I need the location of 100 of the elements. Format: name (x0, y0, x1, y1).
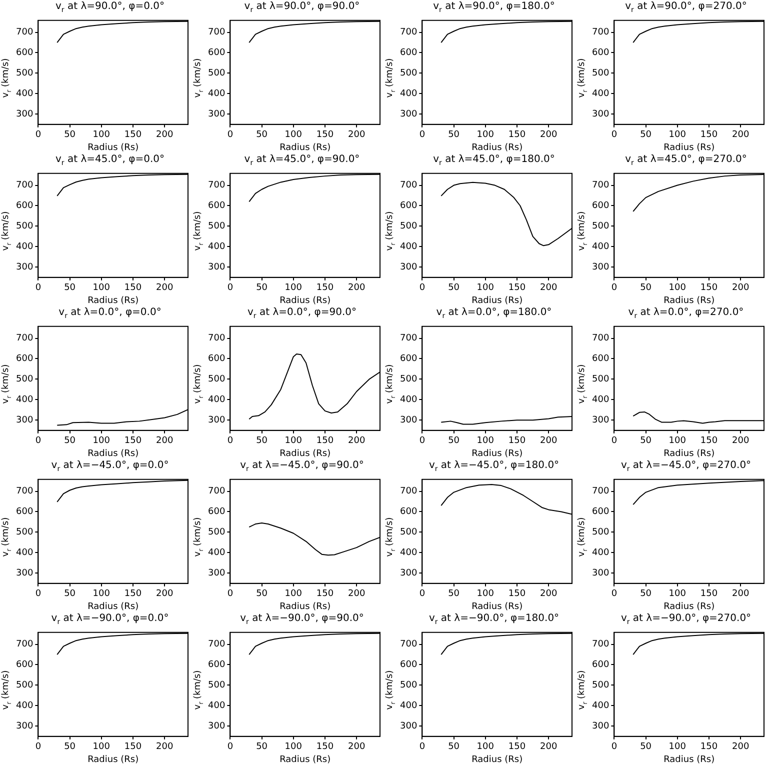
x-axis-title: Radius (Rs) (88, 142, 139, 153)
x-tick-label: 50 (640, 436, 652, 446)
x-axis-title: Radius (Rs) (88, 448, 139, 459)
x-axis-title: Radius (Rs) (88, 602, 139, 612)
chart-title: v$_{r}$ at λ=0.0°, φ=180.0° (435, 307, 553, 322)
y-tick-label: 500 (16, 374, 34, 385)
chart-title: v$_{r}$ at λ=−90.0°, φ=270.0° (620, 613, 752, 628)
x-tick-label: 150 (316, 130, 334, 140)
x-tick-label: 150 (124, 283, 142, 294)
x-axis-title: Radius (Rs) (664, 296, 715, 306)
y-tick-label: 700 (16, 334, 34, 344)
y-tick-label: 600 (16, 660, 34, 670)
x-tick-label: 100 (92, 283, 110, 294)
y-tick-label: 400 (16, 242, 34, 252)
x-tick-label: 100 (668, 130, 686, 140)
x-axis-title: Radius (Rs) (472, 448, 523, 459)
chart-title: v$_{r}$ at λ=45.0°, φ=270.0° (624, 154, 748, 169)
chart-title: v$_{r}$ at λ=45.0°, φ=180.0° (432, 154, 556, 169)
y-tick-label: 500 (16, 528, 34, 538)
x-axis-title: Radius (Rs) (472, 142, 523, 153)
x-tick-label: 150 (508, 130, 526, 140)
x-tick-label: 150 (124, 589, 142, 600)
x-tick-label: 50 (640, 283, 652, 294)
y-tick-label: 700 (592, 28, 610, 38)
y-tick-label: 500 (400, 374, 418, 385)
y-tick-label: 400 (16, 701, 34, 712)
chart-title: v$_{r}$ at λ=−90.0°, φ=90.0° (239, 613, 365, 628)
x-tick-label: 150 (124, 436, 142, 446)
y-tick-label: 500 (592, 528, 610, 538)
y-tick-label: 600 (208, 507, 226, 518)
y-tick-label: 300 (592, 722, 610, 732)
x-tick-label: 150 (508, 742, 526, 752)
x-tick-label: 0 (227, 742, 234, 752)
y-tick-label: 400 (592, 701, 610, 712)
y-tick-label: 400 (592, 89, 610, 100)
x-tick-label: 200 (348, 589, 366, 600)
x-axis-title: Radius (Rs) (472, 296, 523, 306)
y-tick-label: 300 (208, 262, 226, 273)
y-tick-label: 600 (400, 354, 418, 364)
y-tick-label: 500 (592, 374, 610, 385)
x-tick-label: 50 (448, 436, 460, 446)
x-axis-title: Radius (Rs) (280, 142, 331, 153)
y-tick-label: 700 (16, 486, 34, 497)
x-tick-label: 0 (35, 742, 42, 752)
x-tick-label: 150 (700, 742, 718, 752)
x-tick-label: 100 (668, 589, 686, 600)
x-tick-label: 100 (284, 436, 302, 446)
y-tick-label: 700 (400, 486, 418, 497)
x-tick-label: 200 (348, 436, 366, 446)
y-tick-label: 300 (592, 568, 610, 579)
x-tick-label: 0 (611, 589, 618, 600)
x-tick-label: 0 (227, 436, 234, 446)
y-tick-label: 300 (592, 262, 610, 273)
y-tick-label: 500 (592, 222, 610, 232)
y-tick-label: 500 (208, 68, 226, 79)
y-tick-label: 500 (400, 680, 418, 691)
y-tick-label: 600 (208, 201, 226, 212)
y-tick-label: 600 (592, 660, 610, 670)
x-tick-label: 0 (35, 283, 42, 294)
x-tick-label: 100 (92, 436, 110, 446)
y-tick-label: 400 (208, 89, 226, 100)
x-tick-label: 50 (256, 742, 268, 752)
x-tick-label: 200 (348, 130, 366, 140)
y-tick-label: 600 (208, 660, 226, 670)
chart-title: v$_{r}$ at λ=−45.0°, φ=270.0° (620, 460, 752, 475)
y-tick-label: 600 (16, 354, 34, 364)
x-tick-label: 100 (92, 742, 110, 752)
y-tick-label: 300 (400, 416, 418, 426)
x-axis-title: Radius (Rs) (280, 602, 331, 612)
y-tick-label: 300 (16, 262, 34, 273)
y-tick-label: 700 (400, 28, 418, 38)
x-tick-label: 50 (640, 742, 652, 752)
chart-title: v$_{r}$ at λ=0.0°, φ=270.0° (627, 307, 745, 322)
x-tick-label: 200 (348, 283, 366, 294)
x-tick-label: 0 (35, 589, 42, 600)
y-tick-label: 300 (400, 262, 418, 273)
x-axis-title: Radius (Rs) (88, 754, 139, 765)
y-tick-label: 500 (208, 222, 226, 232)
y-tick-label: 500 (400, 68, 418, 79)
y-tick-label: 300 (208, 110, 226, 120)
y-tick-label: 400 (592, 395, 610, 406)
y-tick-label: 700 (208, 486, 226, 497)
x-tick-label: 200 (156, 589, 174, 600)
x-tick-label: 100 (476, 283, 494, 294)
chart-title: v$_{r}$ at λ=−45.0°, φ=0.0° (50, 460, 170, 475)
x-tick-label: 50 (64, 742, 76, 752)
x-tick-label: 200 (156, 130, 174, 140)
y-tick-label: 700 (592, 180, 610, 191)
y-tick-label: 700 (16, 640, 34, 650)
x-tick-label: 100 (476, 742, 494, 752)
x-tick-label: 50 (448, 742, 460, 752)
y-tick-label: 500 (16, 222, 34, 232)
y-tick-label: 700 (208, 28, 226, 38)
x-tick-label: 50 (640, 589, 652, 600)
x-axis-title: Radius (Rs) (280, 296, 331, 306)
x-tick-label: 150 (700, 436, 718, 446)
x-axis-title: Radius (Rs) (664, 754, 715, 765)
y-tick-label: 400 (16, 548, 34, 558)
x-tick-label: 100 (476, 589, 494, 600)
x-tick-label: 100 (668, 283, 686, 294)
